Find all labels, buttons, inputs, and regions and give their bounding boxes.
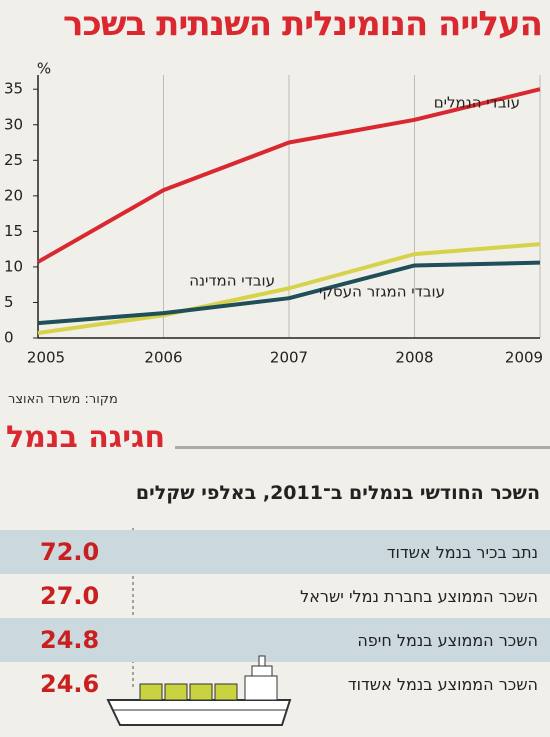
x-tick-label: 2005 [27,349,65,367]
series-label: עובדי הנמלים [434,94,520,112]
y-axis-label: % [37,60,51,78]
table-row: 24.8 השכר הממוצע בנמל חיפה [0,618,550,662]
chart-title: העלייה הנומינלית השנתית בשכר [63,4,543,44]
line [37,87,541,264]
table-subtitle: השכר החודשי בנמלים ב־2011, באלפי שקלים [135,482,540,504]
table-row: 24.6 השכר הממוצע בנמל אשדוד [0,662,550,706]
table-row: 27.0 השכר הממוצע בחברת נמלי ישראל [0,574,550,618]
series-label: עובדי המגזר העסקי [319,283,445,301]
y-tick-label: 30 [4,115,23,133]
x-tick-label: 2008 [395,349,433,367]
x-tick-label: 2009 [505,349,543,367]
y-tick-label: 25 [4,151,23,169]
line [37,242,541,336]
y-tick-label: 10 [4,257,23,275]
row-label: השכר הממוצע בנמל אשדוד [347,674,538,694]
y-tick-label: 20 [4,186,23,204]
row-label: השכר הממוצע בחברת נמלי ישראל [300,586,538,606]
y-tick-label: 35 [4,80,23,98]
table: 72.0 נתב בכיר בנמל אשדוד 27.0 השכר הממוצע ב… [0,530,550,706]
y-tick-label: 0 [4,329,14,347]
divider [175,446,550,449]
section-title: חגיגה בנמל [6,420,166,455]
row-label: נתב בכיר בנמל אשדוד [386,542,538,562]
x-tick-label: 2006 [144,349,182,367]
x-tick-label: 2007 [270,349,308,367]
line [37,260,541,326]
table-row: 72.0 נתב בכיר בנמל אשדוד [0,530,550,574]
y-tick-label: 5 [4,293,14,311]
value: 27.0 [40,582,100,610]
value: 24.8 [40,626,100,654]
value: 24.6 [40,670,100,698]
source: מקור: משרד האוצר [8,392,118,407]
row-label: השכר הממוצע בנמל חיפה [357,630,538,650]
value: 72.0 [40,538,100,566]
y-tick-label: 15 [4,222,23,240]
series-label: עובדי המדינה [189,272,275,290]
